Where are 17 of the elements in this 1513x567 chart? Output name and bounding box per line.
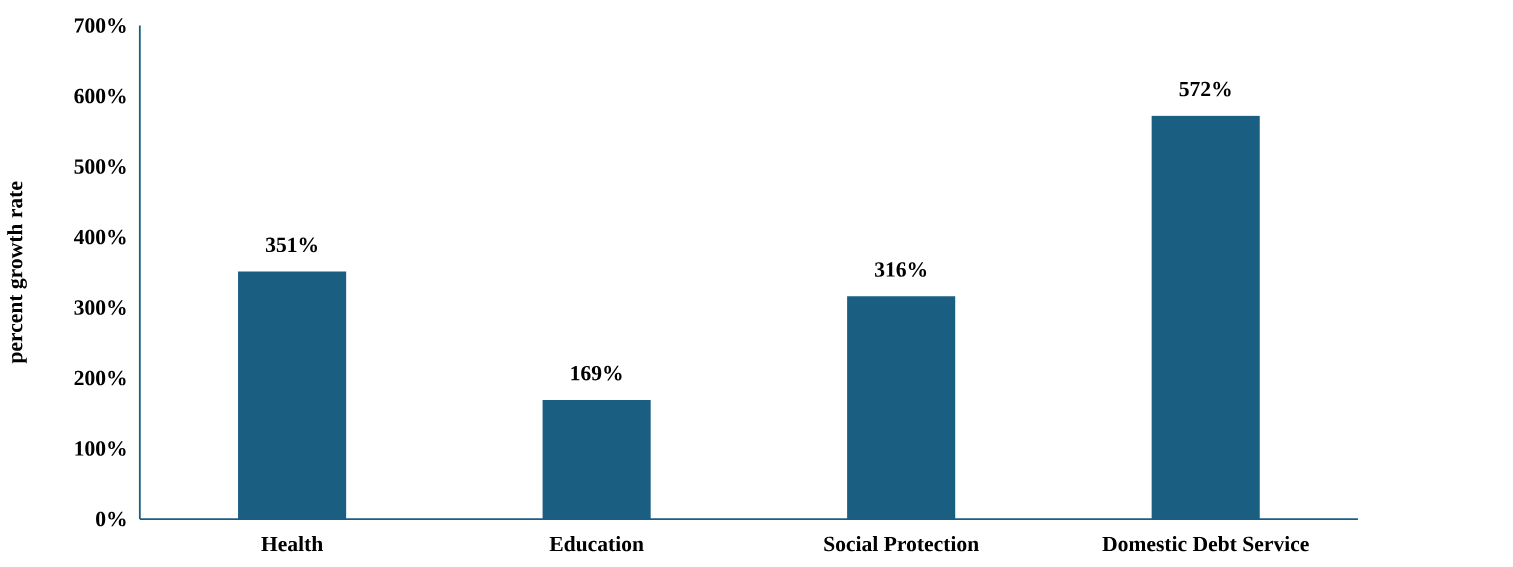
- x-tick-label: Domestic Debt Service: [1102, 536, 1309, 552]
- y-tick-label: 500%: [74, 159, 126, 174]
- y-tick-label: 600%: [74, 88, 126, 104]
- y-tick-label: 200%: [74, 370, 126, 386]
- x-tick-label: Social Protection: [824, 536, 979, 552]
- y-tick-label: 300%: [74, 300, 126, 315]
- data-label: 572%: [1179, 81, 1231, 97]
- y-axis-title: percent growth rate: [7, 181, 27, 364]
- x-tick-label: Education: [549, 536, 644, 552]
- data-label: 169%: [571, 365, 622, 381]
- x-tick-label: Health: [261, 536, 323, 552]
- data-label: 351%: [265, 237, 318, 253]
- y-tick-label: 100%: [75, 441, 126, 456]
- data-label: 316%: [875, 262, 927, 277]
- y-tick-label: 400%: [73, 229, 126, 245]
- y-tick-label: 700%: [74, 18, 126, 33]
- y-tick-label: 0%: [96, 511, 126, 527]
